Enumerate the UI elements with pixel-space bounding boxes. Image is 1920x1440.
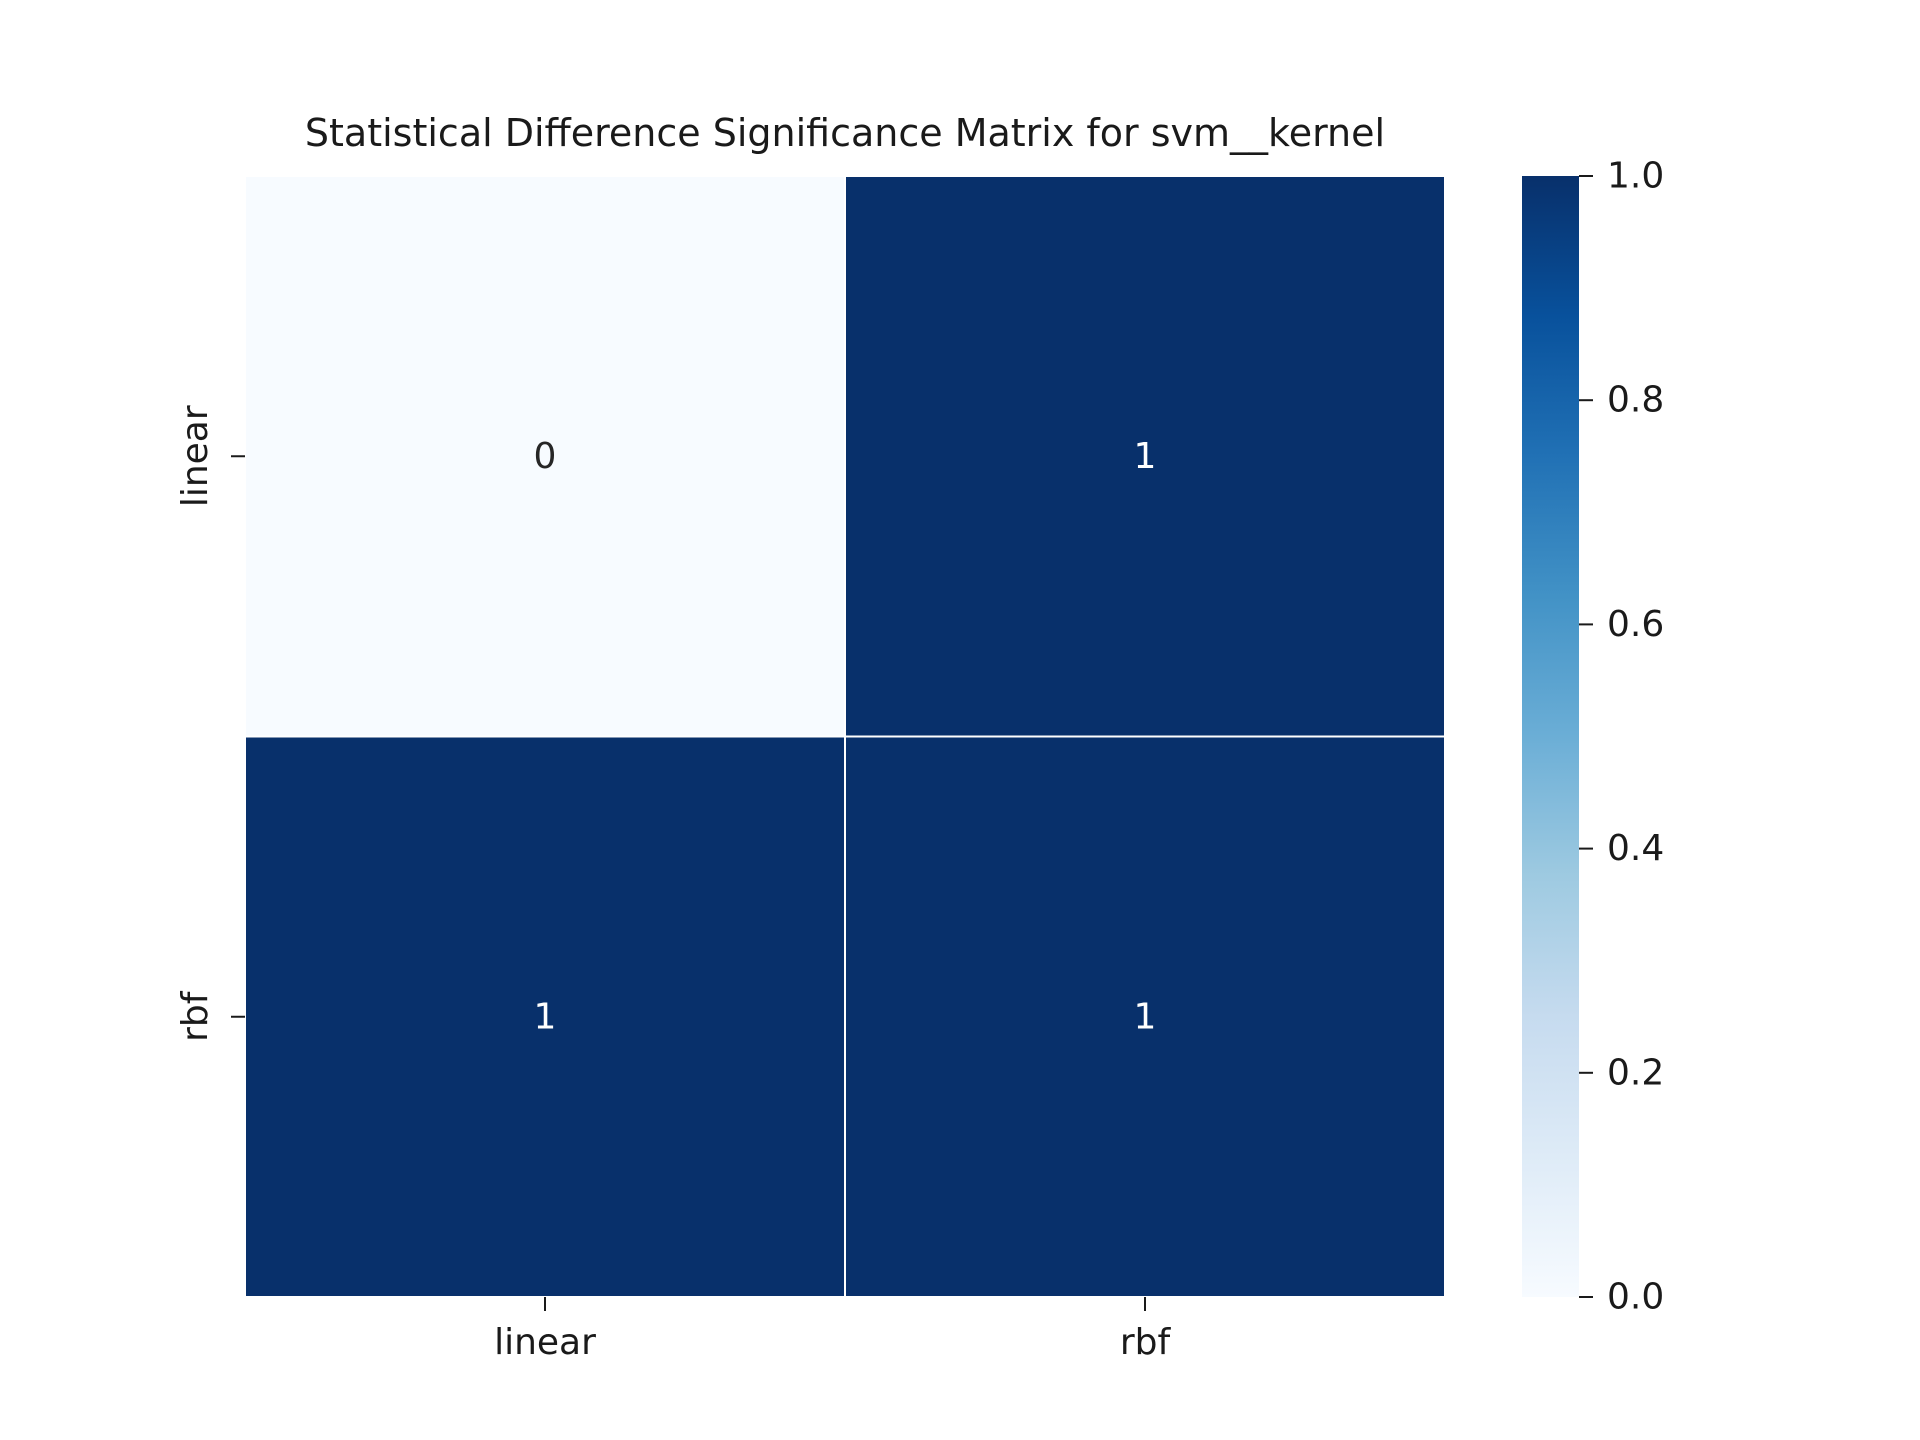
cell-annotation: 0 [534, 436, 557, 477]
colorbar-tick-label: 0.2 [1607, 1052, 1664, 1093]
heatmap-cell [244, 175, 846, 738]
heatmap-annotations: 0 1 1 1 [534, 436, 1157, 1038]
y-tick-label: rbf [175, 990, 216, 1042]
colorbar-axis: 0.0 0.2 0.4 0.6 0.8 1.0 [1579, 156, 1664, 1318]
heatmap-cell [844, 735, 1446, 1298]
y-tick-label: linear [175, 405, 216, 507]
cell-annotation: 1 [1134, 436, 1157, 477]
x-tick-label: rbf [1120, 1322, 1172, 1363]
colorbar-gradient [1522, 176, 1579, 1297]
heatmap-cell [244, 735, 846, 1298]
chart-title: Statistical Difference Significance Matr… [305, 111, 1385, 155]
x-tick-label: linear [494, 1322, 596, 1363]
colorbar-tick-label: 0.8 [1607, 380, 1664, 421]
colorbar-tick-label: 0.0 [1607, 1277, 1664, 1318]
x-axis: linear rbf [494, 1297, 1171, 1363]
cell-annotation: 1 [534, 996, 557, 1037]
y-axis: linear rbf [175, 405, 245, 1042]
colorbar-tick-label: 0.4 [1607, 828, 1664, 869]
colorbar-tick-label: 1.0 [1607, 156, 1664, 197]
heatmap-cells [244, 175, 1446, 1298]
heatmap-cell [844, 175, 1446, 738]
colorbar [1522, 176, 1579, 1297]
colorbar-tick-label: 0.6 [1607, 604, 1664, 645]
cell-annotation: 1 [1134, 996, 1157, 1037]
